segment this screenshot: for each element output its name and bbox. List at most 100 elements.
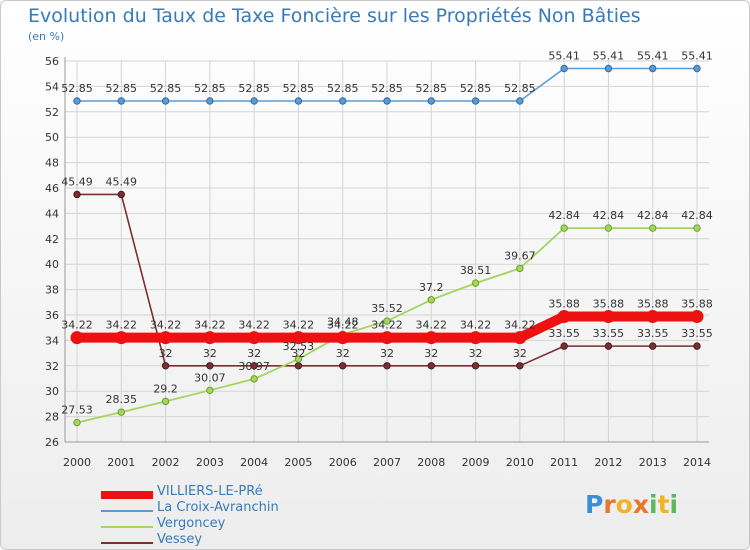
data-label: 34.22	[150, 319, 182, 332]
data-label: 32	[159, 347, 173, 360]
data-point	[117, 97, 125, 105]
data-label: 42.84	[681, 209, 713, 222]
data-point	[516, 362, 524, 370]
x-tick-label: 2004	[240, 456, 268, 469]
data-label: 32	[291, 347, 305, 360]
data-point	[203, 331, 217, 345]
data-point	[557, 310, 571, 324]
data-label: 52.85	[327, 82, 359, 95]
x-tick-label: 2014	[683, 456, 711, 469]
logo-letter: i	[649, 490, 658, 519]
y-tick-label: 42	[45, 233, 59, 246]
data-point	[117, 408, 125, 416]
y-axis-unit: (en %)	[28, 30, 65, 43]
axes: 26 28 30 32 34 36 38 40 42 44 46 48 50 52 54 56 2000 2001…	[45, 55, 711, 469]
data-point	[693, 342, 701, 350]
logo-letter: P	[585, 490, 604, 519]
data-point	[339, 362, 347, 370]
logo-letter: o	[615, 490, 633, 519]
data-label: 32.53	[283, 340, 315, 353]
data-label: 34.22	[460, 319, 492, 332]
data-label: 52.85	[238, 82, 270, 95]
x-tick-label: 2011	[550, 456, 578, 469]
data-label: 55.41	[681, 49, 713, 62]
chart-title: Evolution du Taux de Taxe Foncière sur l…	[28, 5, 641, 27]
y-tick-label: 46	[45, 182, 59, 195]
data-point	[380, 331, 394, 345]
data-point	[560, 342, 568, 350]
data-point	[161, 397, 170, 406]
x-tick-label: 2001	[107, 456, 135, 469]
y-tick-label: 44	[45, 207, 59, 220]
y-tick-label: 48	[45, 157, 59, 170]
data-point	[693, 64, 701, 73]
data-label: 32	[336, 347, 350, 360]
data-point	[646, 310, 660, 324]
y-tick-label: 56	[45, 55, 59, 68]
x-tick-label: 2010	[506, 456, 534, 469]
y-tick-label: 38	[45, 284, 59, 297]
data-point	[206, 97, 214, 105]
x-tick-label: 2005	[284, 456, 312, 469]
legend-swatch-vergoncey	[101, 526, 153, 528]
data-label: 32	[424, 347, 438, 360]
data-label: 55.41	[548, 49, 580, 62]
data-label: 27.53	[61, 404, 93, 417]
y-tick-label: 32	[45, 360, 59, 373]
data-label: 29.2	[153, 382, 178, 395]
data-label: 52.85	[371, 82, 403, 95]
data-label: 34.22	[327, 319, 359, 332]
data-label: 52.85	[504, 82, 536, 95]
logo-letter: x	[632, 490, 649, 519]
data-point	[427, 97, 435, 105]
x-tick-label: 2006	[329, 456, 357, 469]
data-label: 45.49	[106, 175, 138, 188]
x-tick-label: 2002	[152, 456, 180, 469]
data-point	[70, 331, 84, 345]
data-point	[690, 310, 704, 324]
data-label: 34.22	[238, 319, 270, 332]
data-label: 37.2	[419, 281, 444, 294]
data-label: 39.67	[504, 249, 536, 262]
y-tick-label: 30	[45, 385, 59, 398]
data-point	[114, 331, 128, 345]
data-label: 34.22	[106, 319, 138, 332]
y-tick-label: 26	[45, 436, 59, 449]
data-point	[469, 331, 483, 345]
data-point	[161, 97, 170, 105]
legend-swatch-vessey	[101, 542, 153, 544]
data-point	[383, 317, 391, 325]
y-tick-label: 36	[45, 309, 59, 322]
data-label: 30.07	[194, 371, 226, 384]
data-label: 42.84	[637, 209, 669, 222]
y-tick-label: 28	[45, 411, 59, 424]
data-point	[601, 310, 615, 324]
data-label: 35.88	[593, 298, 625, 311]
data-label: 34.22	[61, 319, 93, 332]
data-labels: 52.85 52.85 52.85 52.85 52.85 52.85 52.85 52.85…	[61, 49, 713, 416]
x-tick-label: 2013	[639, 456, 667, 469]
data-point	[161, 362, 170, 370]
data-label: 55.41	[637, 49, 669, 62]
x-tick-label: 2012	[594, 456, 622, 469]
logo-letter: i	[669, 490, 679, 519]
data-label: 52.85	[61, 82, 93, 95]
data-point	[471, 362, 480, 370]
data-point	[73, 97, 81, 105]
data-label: 52.85	[460, 82, 492, 95]
data-label: 52.85	[416, 82, 448, 95]
x-tick-label: 2009	[462, 456, 490, 469]
data-point	[383, 97, 391, 105]
data-point	[424, 331, 438, 345]
data-label: 33.55	[681, 327, 713, 340]
data-point	[560, 64, 568, 73]
data-label: 34.22	[416, 319, 448, 332]
data-point	[250, 97, 258, 105]
data-point	[471, 97, 480, 105]
data-point	[247, 331, 261, 345]
data-point	[250, 362, 258, 370]
y-tick-label: 52	[45, 106, 59, 119]
data-point	[427, 362, 435, 370]
data-label: 33.55	[637, 327, 669, 340]
